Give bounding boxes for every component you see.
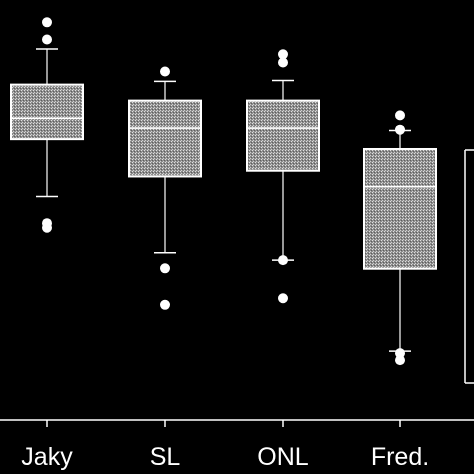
box-group-sl bbox=[128, 66, 202, 310]
x-tick-label-sl: SL bbox=[150, 443, 181, 471]
boxes-layer bbox=[10, 17, 437, 366]
outlier-point bbox=[395, 355, 405, 366]
outlier-point bbox=[395, 348, 405, 359]
outlier-point bbox=[278, 49, 288, 60]
outlier-point bbox=[42, 218, 52, 229]
outlier-point bbox=[42, 34, 52, 45]
outlier-point bbox=[395, 110, 405, 121]
box-iqr bbox=[128, 99, 202, 178]
box-group-jaky bbox=[10, 17, 84, 233]
x-tick-label-jaky: Jaky bbox=[21, 443, 73, 471]
box-iqr bbox=[10, 83, 84, 141]
outlier-point bbox=[160, 299, 170, 310]
box-group-fred bbox=[363, 110, 437, 366]
outlier-point bbox=[395, 124, 405, 135]
outlier-point bbox=[160, 66, 170, 77]
x-axis-ticks bbox=[46, 420, 401, 427]
outlier-point bbox=[160, 263, 170, 274]
x-tick-label-onl: ONL bbox=[257, 443, 309, 471]
x-axis-tick-labels: Jaky SL ONL Fred. bbox=[21, 443, 429, 471]
box-iqr bbox=[246, 99, 320, 172]
outlier-point bbox=[278, 255, 288, 266]
outlier-point bbox=[42, 17, 52, 28]
x-tick-label-fred: Fred. bbox=[371, 443, 429, 471]
partial-legend-box bbox=[464, 149, 474, 384]
outlier-point bbox=[278, 293, 288, 304]
box-iqr bbox=[363, 147, 437, 270]
outlier-point bbox=[278, 57, 288, 68]
box-group-onl bbox=[246, 49, 320, 304]
